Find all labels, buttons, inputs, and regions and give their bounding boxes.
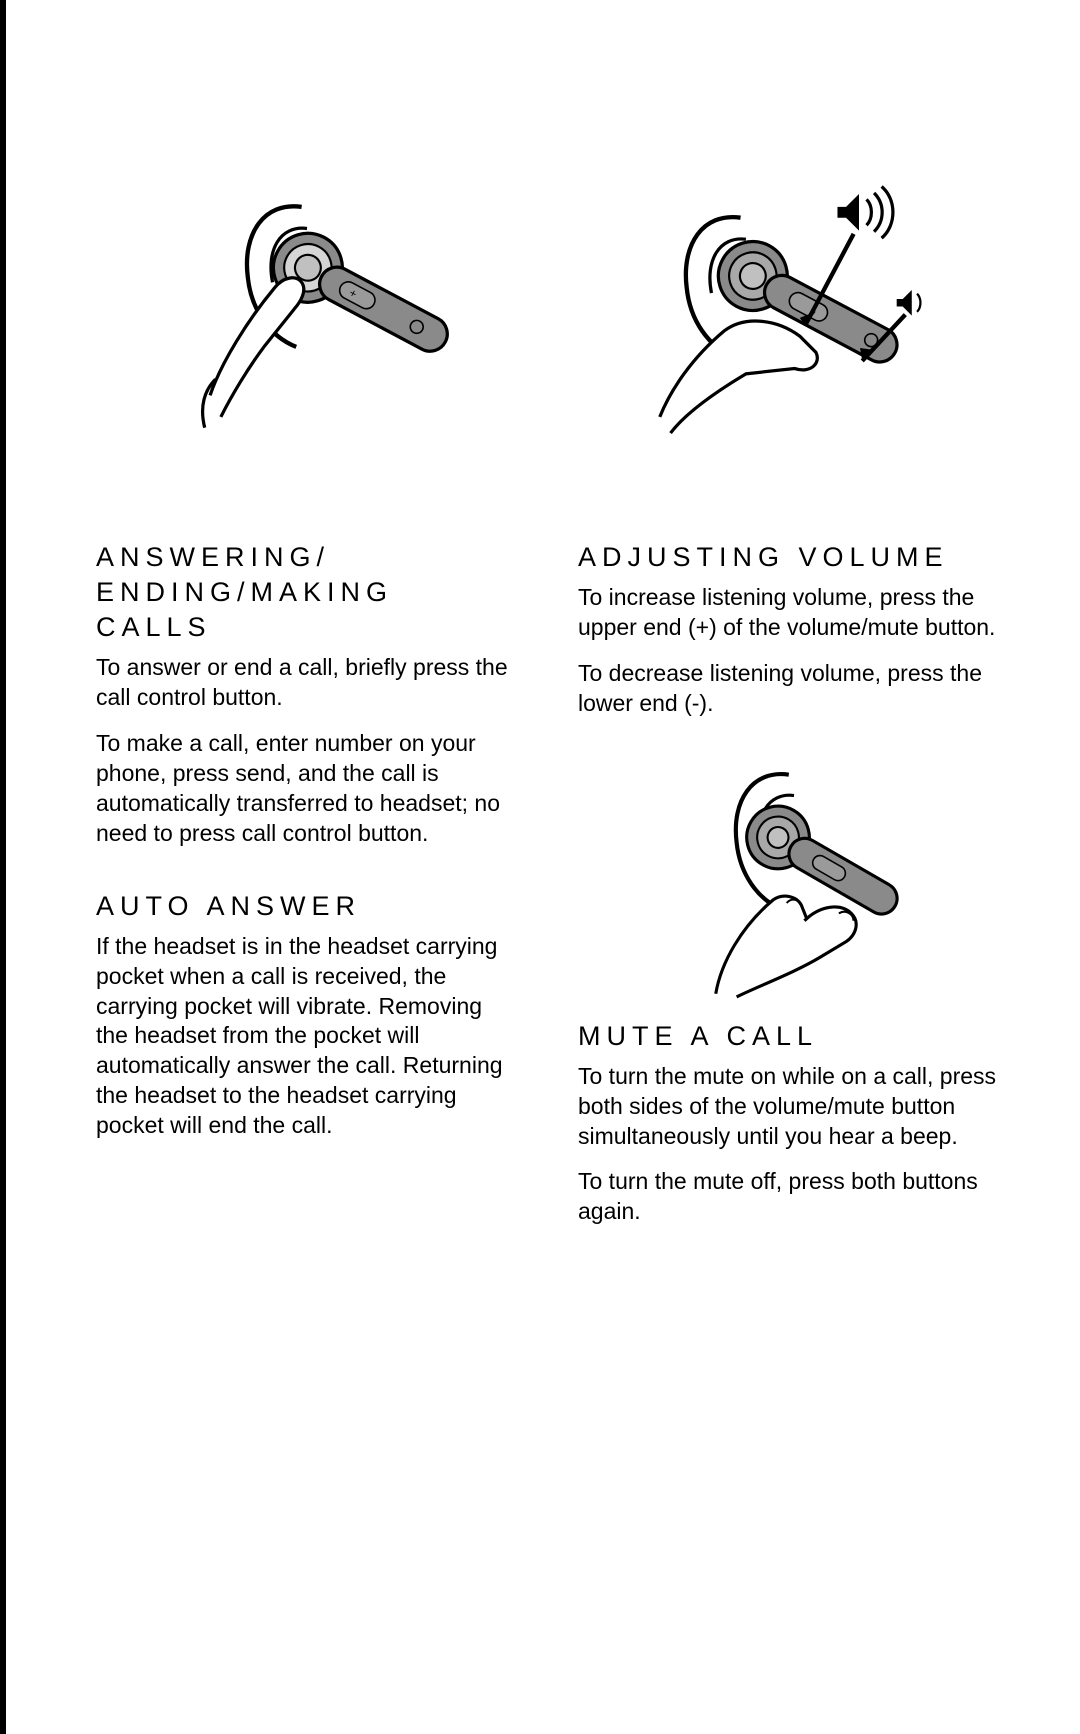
para: To decrease listening volume, press the … bbox=[578, 659, 1000, 719]
heading-answering: ANSWERING/ ENDING/MAKING CALLS bbox=[96, 540, 518, 645]
para: To turn the mute off, press both buttons… bbox=[578, 1167, 1000, 1227]
illustration-mute bbox=[578, 759, 1000, 999]
section-auto-answer: AUTO ANSWER If the headset is in the hea… bbox=[96, 889, 518, 1141]
para: If the headset is in the headset carryin… bbox=[96, 932, 518, 1141]
para: To make a call, enter number on your pho… bbox=[96, 729, 518, 849]
heading-auto-answer: AUTO ANSWER bbox=[96, 889, 518, 924]
para: To increase listening volume, press the … bbox=[578, 583, 1000, 643]
heading-mute: MUTE A CALL bbox=[578, 1019, 1000, 1054]
right-column: ADJUSTING VOLUME To increase listening v… bbox=[578, 180, 1000, 1267]
illustration-volume bbox=[578, 180, 1000, 460]
left-column: + ANSWERING/ ENDING/MAKING CALLS To answ… bbox=[96, 180, 518, 1267]
illustration-answering: + bbox=[96, 180, 518, 460]
section-answering: ANSWERING/ ENDING/MAKING CALLS To answer… bbox=[96, 540, 518, 849]
para: To turn the mute on while on a call, pre… bbox=[578, 1062, 1000, 1152]
section-mute: MUTE A CALL To turn the mute on while on… bbox=[578, 1019, 1000, 1228]
para: To answer or end a call, briefly press t… bbox=[96, 653, 518, 713]
section-volume: ADJUSTING VOLUME To increase listening v… bbox=[578, 540, 1000, 719]
heading-volume: ADJUSTING VOLUME bbox=[578, 540, 1000, 575]
